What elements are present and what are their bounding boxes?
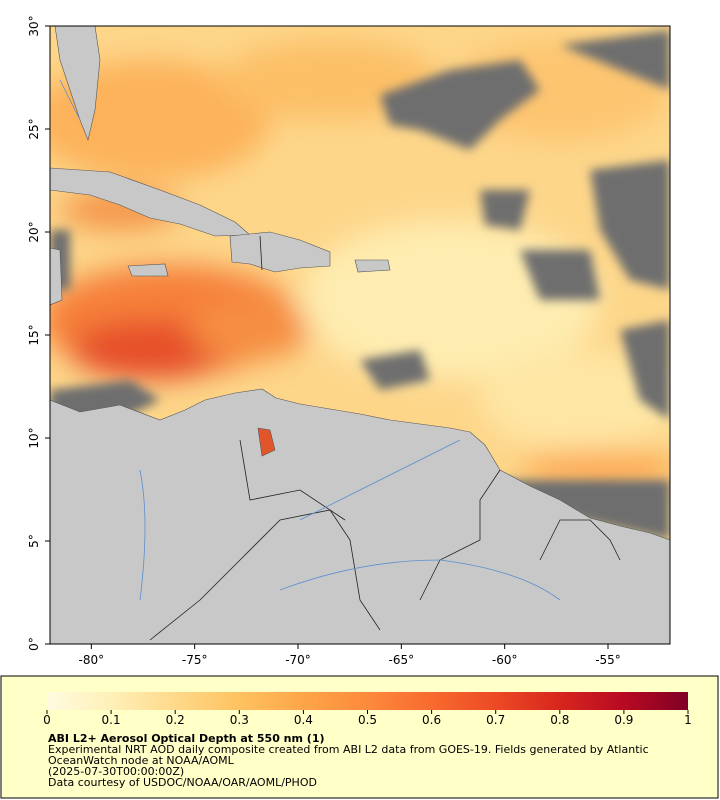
x-tick-label: -75° [182,653,208,667]
y-tick-label: 30° [27,15,41,36]
colorbar-tick-label: 0.9 [614,713,633,727]
colorbar-tick-label: 0.2 [166,713,185,727]
colorbar-tick-label: 0.4 [294,713,313,727]
south-america [50,388,670,644]
rivers [59,79,561,601]
colorbar-tick-label: 0 [43,713,51,727]
colorbar-ticks: 0 0.1 0.2 0.3 0.4 0.5 0.6 0.7 0.8 0.9 1 [43,710,692,727]
x-tick-label: -65° [389,653,415,667]
caption-time: (2025-07-30T00:00:00Z) [48,765,185,778]
caption-credit: Data courtesy of USDOC/NOAA/OAR/AOML/PHO… [48,776,317,789]
colorbar-tick-label: 0.8 [550,713,569,727]
yucatan [50,247,63,306]
lake-maracaibo [257,427,276,457]
y-tick-label: 0° [27,637,41,651]
jamaica [127,263,169,277]
y-tick-label: 25° [27,118,41,139]
x-tick-label: -60° [492,653,518,667]
axis-ticks: -80° -75° -70° -65° -60° -55° 0° 5° 10° 15° 20° 25°… [27,15,621,667]
colorbar-tick-label: 1 [684,713,692,727]
borders [149,235,621,641]
x-tick-label: -80° [79,653,105,667]
colorbar-tick-label: 0.1 [102,713,121,727]
cuba [50,167,251,237]
y-tick-label: 15° [27,324,41,345]
caption-title: ABI L2+ Aerosol Optical Depth at 550 nm … [48,732,325,745]
y-tick-label: 5° [27,534,41,548]
land [50,26,670,644]
colorbar [47,692,688,710]
hispaniola [229,231,331,273]
puerto-rico [354,259,391,273]
map-area [50,26,670,644]
colorbar-tick-label: 0.5 [358,713,377,727]
colorbar-tick-label: 0.3 [230,713,249,727]
colorbar-tick-label: 0.7 [486,713,505,727]
x-tick-label: -55° [595,653,621,667]
florida [54,26,101,141]
colorbar-tick-label: 0.6 [422,713,441,727]
y-tick-label: 10° [27,427,41,448]
x-tick-label: -70° [285,653,311,667]
caption-description: Experimental NRT AOD daily composite cre… [48,743,649,767]
y-tick-label: 20° [27,221,41,242]
